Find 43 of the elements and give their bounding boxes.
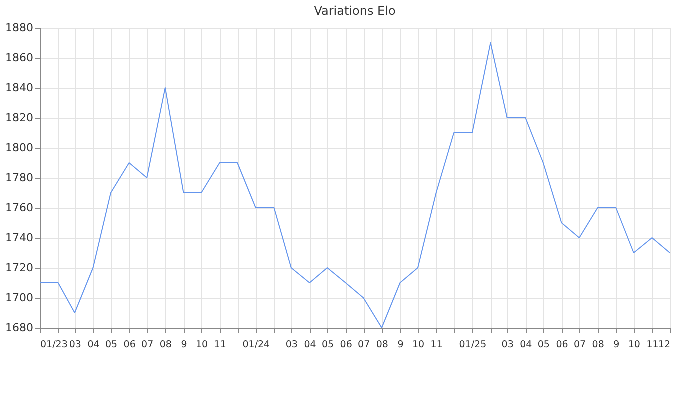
x-tick-label: 10	[628, 340, 640, 350]
x-tick-label: 07	[142, 340, 154, 350]
x-tick-label: 10	[412, 340, 425, 350]
y-tick-label: 1720	[6, 262, 34, 274]
x-tick-label: 04	[304, 340, 316, 350]
y-tick-label: 1820	[6, 112, 34, 124]
x-tick-label: 04	[88, 340, 100, 350]
y-tick-label: 1680	[6, 322, 34, 334]
x-tick-label: 03	[69, 340, 82, 350]
x-tick-label: 01/24	[242, 340, 270, 350]
y-tick-label: 1800	[6, 142, 34, 154]
x-tick-label: 11	[646, 340, 659, 350]
x-tick-label: 08	[160, 340, 172, 350]
y-tick-label: 1700	[6, 292, 34, 304]
x-tick-label: 9	[181, 340, 188, 350]
x-tick-label: 11	[430, 340, 443, 350]
x-tick-label: 01/23	[40, 340, 68, 350]
y-tick-label: 1740	[6, 232, 34, 244]
y-tick-label: 1880	[6, 22, 34, 34]
x-tick-label: 08	[376, 340, 388, 350]
x-tick-label: 9	[614, 340, 620, 350]
x-tick-label: 08	[592, 340, 604, 350]
y-tick-label: 1780	[6, 172, 34, 184]
y-tick-label: 1760	[6, 202, 34, 214]
x-tick-label: 10	[196, 340, 208, 350]
x-tick-label: 06	[556, 340, 568, 350]
x-tick-label: 03	[286, 340, 298, 350]
chart-title: Variations Elo	[314, 4, 396, 18]
y-tick-label: 1860	[6, 52, 34, 64]
x-tick-label: 01/25	[459, 340, 487, 350]
x-tick-label: 12	[658, 340, 670, 350]
x-tick-label: 07	[574, 340, 586, 350]
x-tick-label: 06	[340, 340, 352, 350]
x-tick-label: 03	[502, 340, 514, 350]
x-tick-label: 05	[322, 340, 334, 350]
x-tick-label: 04	[520, 340, 532, 350]
x-tick-label: 05	[105, 340, 118, 350]
x-tick-label: 9	[398, 340, 404, 350]
x-tick-label: 11	[214, 340, 226, 350]
x-tick-label: 07	[358, 340, 370, 350]
y-tick-label: 1840	[6, 82, 34, 94]
x-tick-label: 05	[538, 340, 550, 350]
x-tick-label: 06	[124, 340, 136, 350]
